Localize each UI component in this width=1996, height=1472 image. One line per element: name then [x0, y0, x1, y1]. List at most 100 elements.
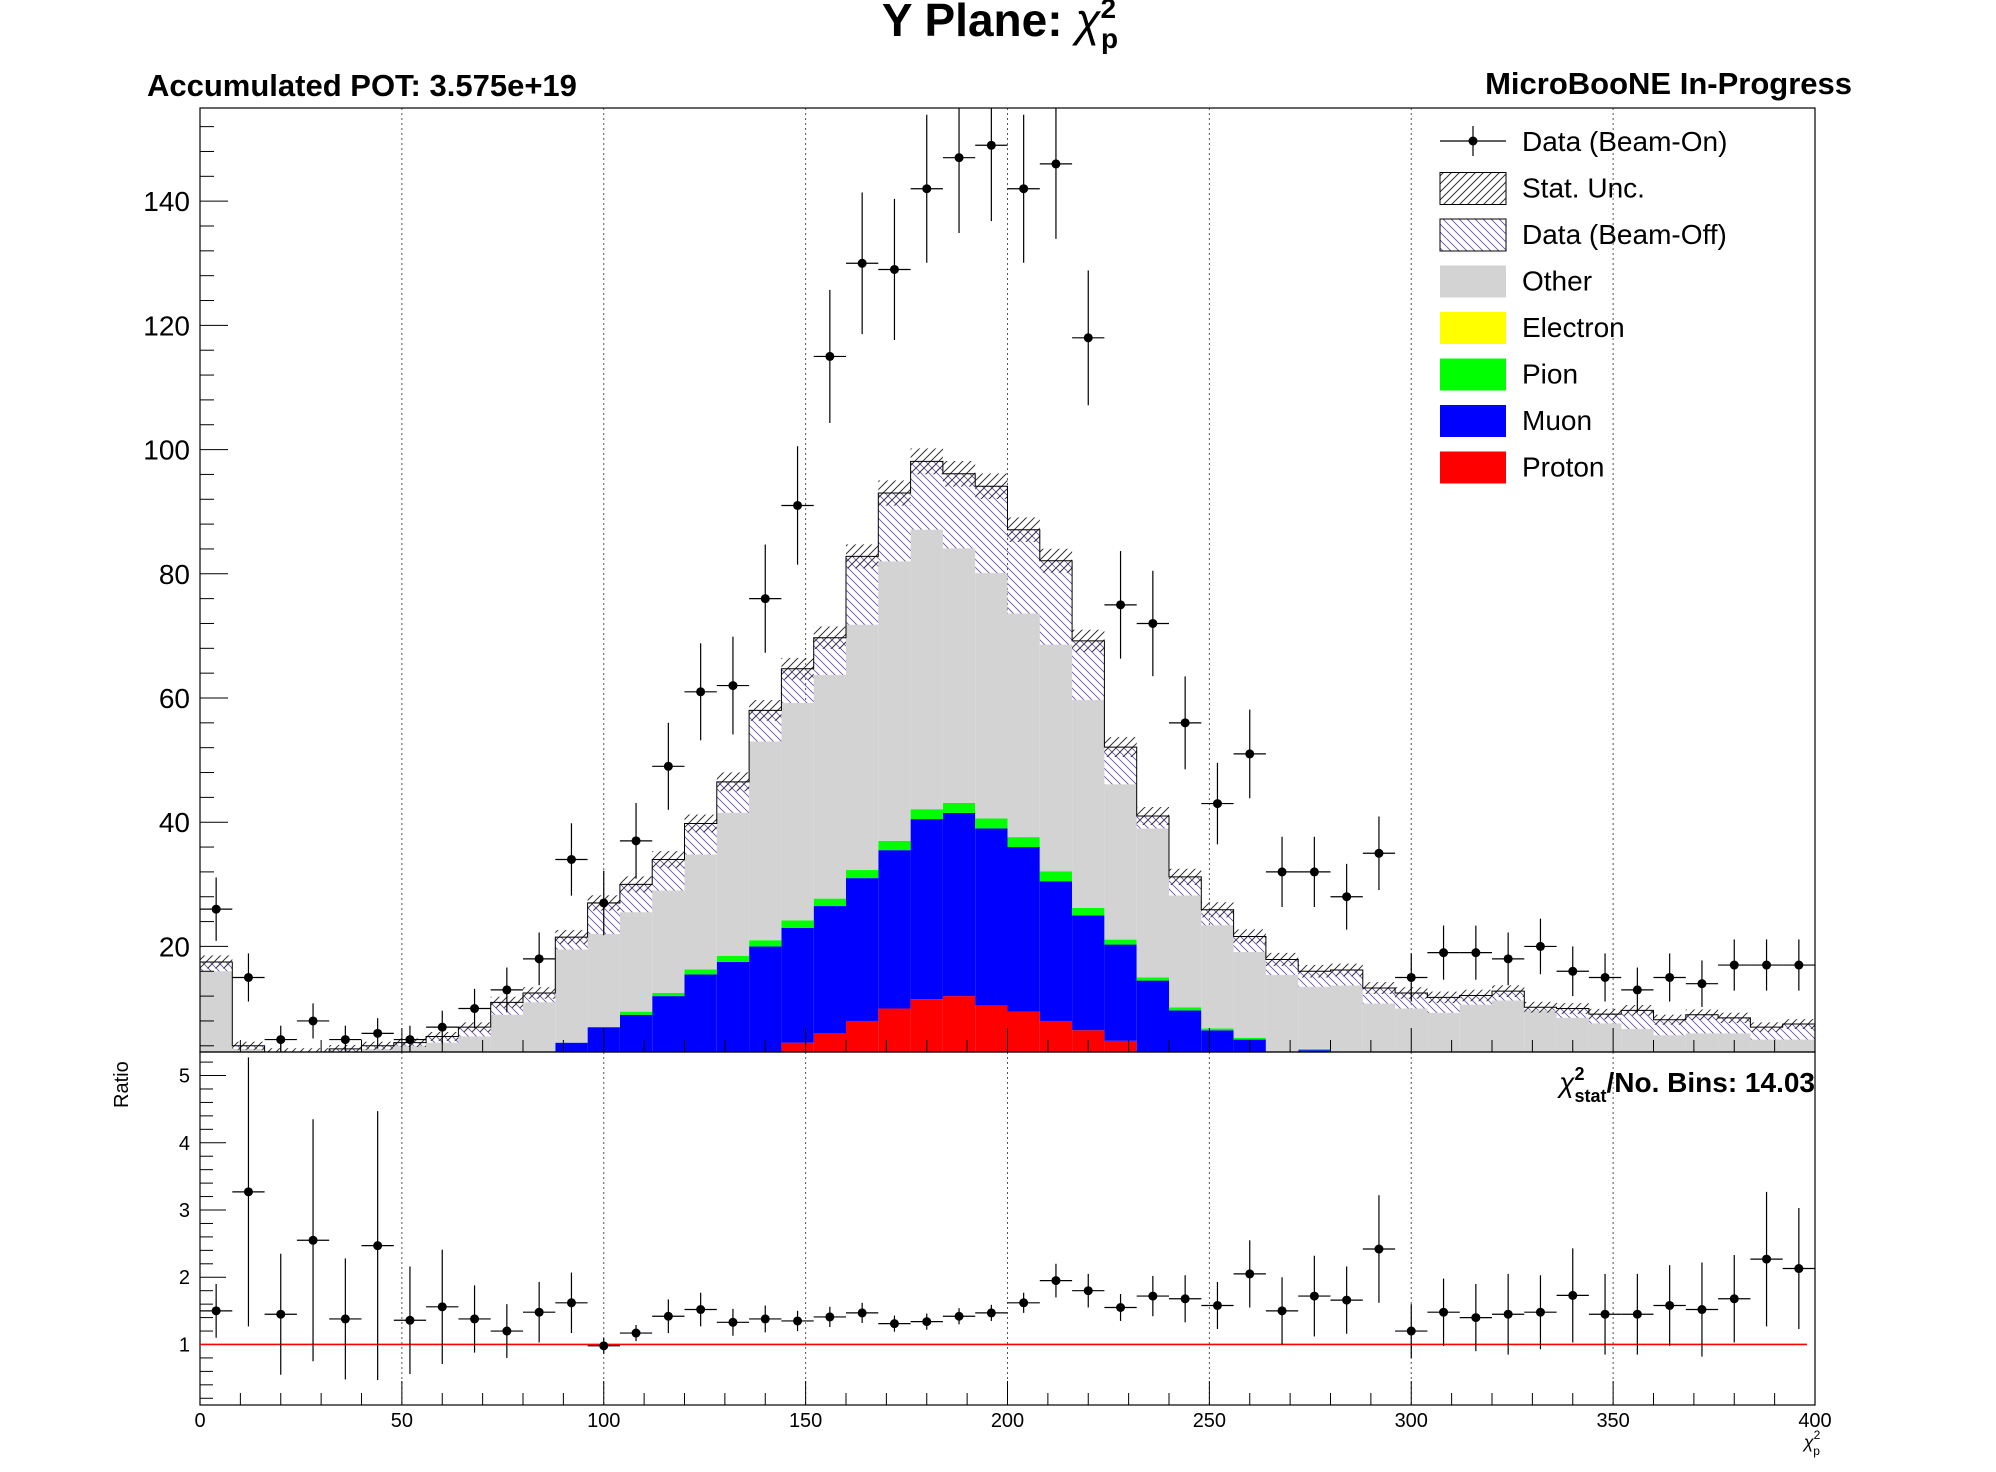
- stack-group: [200, 448, 1815, 1052]
- bar-proton-18: [781, 1042, 814, 1052]
- ratio-point-2: [264, 1253, 297, 1375]
- data-point-15: [684, 643, 717, 741]
- legend-marker-dot: [1468, 136, 1478, 146]
- ratio-point-42: [1556, 1248, 1589, 1343]
- ratio-point-6: [393, 1266, 427, 1375]
- ratio-point-4: [329, 1258, 362, 1380]
- ratio-point-25: [1007, 1292, 1040, 1313]
- data-point-42: [1556, 946, 1589, 997]
- data-point-20: [846, 192, 879, 335]
- data-point-31: [1201, 762, 1234, 845]
- data-point-7: [426, 1010, 459, 1044]
- legend-entry-electron: Electron: [1440, 312, 1625, 344]
- y-tick-label-20: 20: [159, 931, 190, 962]
- bar-other-40: [1492, 1000, 1525, 1052]
- x-tick-label-400: 400: [1798, 1410, 1831, 1432]
- ratio-point-47: [1718, 1255, 1751, 1343]
- bar-pion-34: [1298, 1048, 1331, 1051]
- bar-other-48: [1750, 1039, 1783, 1052]
- ratio-point-45: [1653, 1265, 1686, 1346]
- ratio-point-32: [1233, 1240, 1266, 1308]
- data-point-14: [652, 722, 685, 810]
- bar-data-beam-off--25: [1007, 529, 1040, 614]
- bar-muon-18: [781, 927, 814, 1043]
- bar-other-14: [652, 890, 685, 993]
- data-point-1: [232, 953, 265, 1002]
- bar-other-36: [1362, 1003, 1396, 1052]
- bar-pion-13: [619, 1011, 653, 1015]
- data-point-35: [1330, 863, 1363, 930]
- bar-muon-24: [975, 828, 1008, 1006]
- data-point-40: [1492, 932, 1525, 986]
- bar-pion-31: [1201, 1028, 1234, 1031]
- bar-other-45: [1653, 1035, 1686, 1052]
- bar-proton-26: [1039, 1020, 1073, 1052]
- data-point-27: [1072, 270, 1105, 406]
- bar-muon-31: [1201, 1030, 1234, 1052]
- x-tick-label-250: 250: [1193, 1410, 1226, 1432]
- stat-unc-band-3: [296, 1048, 330, 1052]
- data-point-47: [1718, 939, 1751, 991]
- legend-label: Proton: [1522, 452, 1605, 483]
- data-point-23: [942, 108, 976, 233]
- ratio-point-12: [587, 1337, 620, 1354]
- legend-label: Electron: [1522, 312, 1625, 343]
- bar-other-18: [781, 702, 814, 921]
- legend-label: Data (Beam-Off): [1522, 219, 1727, 250]
- data-point-45: [1653, 953, 1686, 1002]
- bar-other-22: [910, 529, 943, 810]
- ratio-point-37: [1395, 1304, 1428, 1358]
- ratio-point-27: [1072, 1273, 1105, 1308]
- legend-entry-proton: Proton: [1440, 451, 1605, 484]
- bar-other-46: [1685, 1033, 1719, 1052]
- bar-other-24: [975, 573, 1008, 819]
- ratio-point-17: [749, 1305, 782, 1333]
- bar-other-29: [1136, 828, 1169, 978]
- ratio-point-14: [652, 1299, 685, 1334]
- bar-other-39: [1459, 1004, 1492, 1052]
- bar-other-11: [555, 949, 588, 1043]
- bar-proton-19: [813, 1033, 846, 1052]
- ratio-point-31: [1201, 1281, 1234, 1330]
- ratio-point-36: [1362, 1195, 1396, 1303]
- bar-other-19: [813, 675, 846, 899]
- bar-other-15: [684, 854, 717, 970]
- ratio-point-43: [1588, 1273, 1622, 1355]
- bar-other-35: [1330, 985, 1363, 1052]
- collaboration-label: MicroBooNE In-Progress: [1485, 66, 1852, 101]
- data-point-12: [587, 870, 620, 936]
- x-tick-label-200: 200: [991, 1410, 1024, 1432]
- legend-swatch: [1440, 358, 1506, 391]
- bar-other-27: [1072, 699, 1105, 908]
- bar-other-31: [1201, 925, 1234, 1029]
- ratio-point-1: [232, 1057, 265, 1327]
- bar-data-beam-off--24: [975, 486, 1008, 574]
- ratio-point-9: [490, 1304, 523, 1358]
- y-tick-label-40: 40: [159, 807, 190, 838]
- data-point-36: [1362, 816, 1396, 891]
- ratio-point-8: [458, 1285, 491, 1353]
- data-point-17: [749, 544, 782, 653]
- data-point-39: [1459, 925, 1492, 980]
- bar-pion-29: [1136, 977, 1169, 981]
- bar-muon-28: [1104, 944, 1137, 1041]
- ratio-point-40: [1492, 1273, 1525, 1355]
- bar-other-23: [942, 548, 976, 803]
- data-point-38: [1427, 925, 1460, 980]
- ratio-point-22: [910, 1313, 943, 1330]
- ratio-point-34: [1298, 1255, 1331, 1337]
- ratio-point-46: [1685, 1262, 1719, 1357]
- bar-pion-27: [1072, 907, 1105, 916]
- data-point-46: [1685, 960, 1719, 1007]
- bar-other-25: [1007, 613, 1040, 838]
- ratio-point-35: [1330, 1266, 1363, 1334]
- data-point-10: [523, 932, 556, 986]
- bar-muon-11: [555, 1042, 588, 1052]
- bar-other-32: [1233, 952, 1266, 1038]
- ratio-point-3: [296, 1119, 330, 1362]
- data-point-34: [1298, 836, 1331, 908]
- bar-proton-23: [942, 996, 976, 1052]
